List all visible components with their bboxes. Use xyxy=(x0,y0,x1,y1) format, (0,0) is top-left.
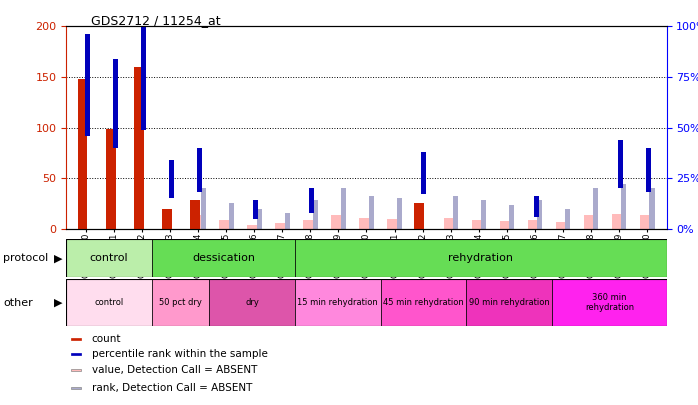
Bar xyxy=(444,218,458,229)
Text: control: control xyxy=(90,253,128,263)
Bar xyxy=(85,34,90,136)
Bar xyxy=(141,22,146,130)
Bar xyxy=(415,202,424,229)
Bar xyxy=(113,59,118,148)
Bar xyxy=(380,279,466,326)
Bar xyxy=(275,223,289,229)
Text: percentile rank within the sample: percentile rank within the sample xyxy=(91,349,267,359)
Bar xyxy=(646,148,651,192)
Bar xyxy=(556,222,570,229)
Text: 90 min rehydration: 90 min rehydration xyxy=(469,298,550,307)
Text: 15 min rehydration: 15 min rehydration xyxy=(297,298,378,307)
Bar xyxy=(593,188,598,229)
Text: control: control xyxy=(94,298,124,307)
Bar xyxy=(500,221,514,229)
Bar xyxy=(621,184,627,229)
Text: GDS2712 / 11254_at: GDS2712 / 11254_at xyxy=(91,14,221,27)
Text: dessication: dessication xyxy=(192,253,255,263)
Bar xyxy=(134,67,144,229)
Text: protocol: protocol xyxy=(3,253,49,263)
Bar xyxy=(190,200,200,229)
Bar xyxy=(169,160,174,198)
Bar xyxy=(359,218,373,229)
Bar xyxy=(253,200,258,219)
Bar xyxy=(209,279,295,326)
Bar xyxy=(369,196,374,229)
Bar xyxy=(313,200,318,229)
Bar xyxy=(537,200,542,229)
Bar xyxy=(510,205,514,229)
Text: ▶: ▶ xyxy=(54,253,62,263)
Text: 50 pct dry: 50 pct dry xyxy=(159,298,202,307)
Bar xyxy=(105,129,116,229)
Bar xyxy=(70,338,80,340)
Bar xyxy=(295,279,380,326)
Bar xyxy=(422,152,426,194)
Bar xyxy=(649,188,655,229)
Bar xyxy=(66,279,152,326)
Bar xyxy=(397,198,402,229)
Bar xyxy=(191,215,205,229)
Bar xyxy=(77,79,87,229)
Bar xyxy=(640,215,654,229)
Bar xyxy=(152,279,209,326)
Bar xyxy=(584,215,598,229)
Bar xyxy=(341,188,346,229)
Text: value, Detection Call = ABSENT: value, Detection Call = ABSENT xyxy=(91,365,257,375)
Bar xyxy=(552,279,667,326)
Text: 360 min
rehydration: 360 min rehydration xyxy=(585,293,634,312)
Bar xyxy=(257,209,262,229)
Bar xyxy=(152,239,295,277)
Text: count: count xyxy=(91,334,121,344)
Text: rank, Detection Call = ABSENT: rank, Detection Call = ABSENT xyxy=(91,383,252,393)
Bar xyxy=(295,239,667,277)
Bar xyxy=(70,369,80,371)
Bar xyxy=(247,225,261,229)
Bar xyxy=(229,202,234,229)
Bar xyxy=(200,188,206,229)
Bar xyxy=(162,209,172,229)
Bar xyxy=(70,353,80,356)
Bar xyxy=(481,200,487,229)
Bar xyxy=(70,387,80,389)
Bar xyxy=(472,220,486,229)
Text: dry: dry xyxy=(245,298,259,307)
Bar xyxy=(197,148,202,192)
Bar xyxy=(565,209,570,229)
Bar xyxy=(66,239,152,277)
Text: rehydration: rehydration xyxy=(448,253,513,263)
Bar xyxy=(528,220,542,229)
Bar xyxy=(285,213,290,229)
Bar xyxy=(534,196,539,217)
Bar xyxy=(304,220,318,229)
Bar xyxy=(387,219,401,229)
Bar xyxy=(309,188,314,213)
Bar xyxy=(453,196,458,229)
Bar xyxy=(466,279,552,326)
Bar xyxy=(612,214,626,229)
Bar xyxy=(219,220,233,229)
Bar xyxy=(618,140,623,188)
Text: 45 min rehydration: 45 min rehydration xyxy=(383,298,464,307)
Bar xyxy=(332,215,346,229)
Text: ▶: ▶ xyxy=(54,298,62,308)
Text: other: other xyxy=(3,298,34,308)
